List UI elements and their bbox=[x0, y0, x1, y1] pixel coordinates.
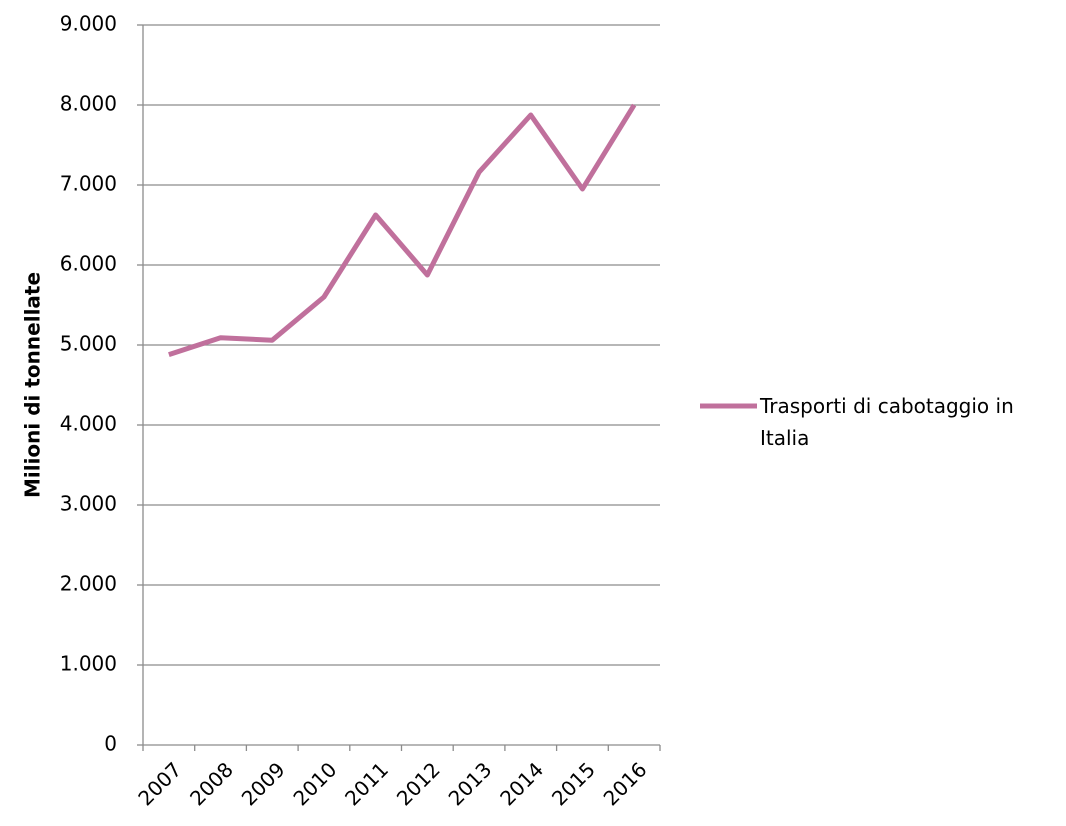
y-tick-label: 4.000 bbox=[60, 412, 117, 436]
y-tick-label: 2.000 bbox=[60, 572, 117, 596]
y-tick-label: 3.000 bbox=[60, 492, 117, 516]
x-tick-label: 2013 bbox=[444, 757, 497, 810]
y-tick-label: 7.000 bbox=[60, 172, 117, 196]
x-tick-label: 2015 bbox=[547, 757, 600, 810]
line bbox=[168, 103, 637, 357]
y-tick-label: 8.000 bbox=[60, 92, 117, 116]
x-tick-label: 2011 bbox=[340, 757, 393, 810]
y-axis-label: Milioni di tonnellate bbox=[21, 272, 45, 498]
y-tick-label: 5.000 bbox=[60, 332, 117, 356]
x-tick-label: 2012 bbox=[392, 757, 445, 810]
x-tick-label: 2009 bbox=[237, 757, 290, 810]
x-tick-label: 2010 bbox=[288, 757, 341, 810]
x-tick-label: 2007 bbox=[133, 757, 186, 810]
y-tick-label: 1.000 bbox=[60, 652, 117, 676]
legend-label: Trasporti di cabotaggio in Italia bbox=[760, 394, 1014, 450]
x-tick-label: 2016 bbox=[599, 757, 652, 810]
y-tick-label: 6.000 bbox=[60, 252, 117, 276]
x-tick-label: 2014 bbox=[495, 757, 548, 810]
y-tick-label: 0 bbox=[104, 732, 117, 756]
y-tick-label: 9.000 bbox=[60, 12, 117, 36]
x-tick-label: 2008 bbox=[185, 757, 238, 810]
